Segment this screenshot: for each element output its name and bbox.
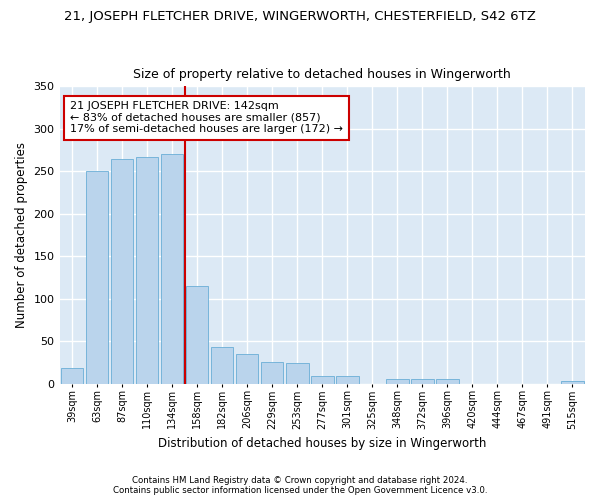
Bar xyxy=(186,286,208,384)
Bar xyxy=(561,381,584,384)
Bar xyxy=(161,154,184,384)
Bar xyxy=(311,376,334,384)
Bar xyxy=(261,362,283,384)
X-axis label: Distribution of detached houses by size in Wingerworth: Distribution of detached houses by size … xyxy=(158,437,487,450)
Bar xyxy=(286,363,308,384)
Y-axis label: Number of detached properties: Number of detached properties xyxy=(15,142,28,328)
Bar xyxy=(436,380,458,384)
Text: 21, JOSEPH FLETCHER DRIVE, WINGERWORTH, CHESTERFIELD, S42 6TZ: 21, JOSEPH FLETCHER DRIVE, WINGERWORTH, … xyxy=(64,10,536,23)
Bar xyxy=(336,376,359,384)
Bar xyxy=(236,354,259,384)
Text: Contains HM Land Registry data © Crown copyright and database right 2024.
Contai: Contains HM Land Registry data © Crown c… xyxy=(113,476,487,495)
Bar xyxy=(111,158,133,384)
Title: Size of property relative to detached houses in Wingerworth: Size of property relative to detached ho… xyxy=(133,68,511,81)
Bar xyxy=(136,157,158,384)
Bar xyxy=(61,368,83,384)
Bar xyxy=(86,172,109,384)
Text: 21 JOSEPH FLETCHER DRIVE: 142sqm
← 83% of detached houses are smaller (857)
17% : 21 JOSEPH FLETCHER DRIVE: 142sqm ← 83% o… xyxy=(70,101,343,134)
Bar xyxy=(386,380,409,384)
Bar xyxy=(411,380,434,384)
Bar xyxy=(211,347,233,384)
